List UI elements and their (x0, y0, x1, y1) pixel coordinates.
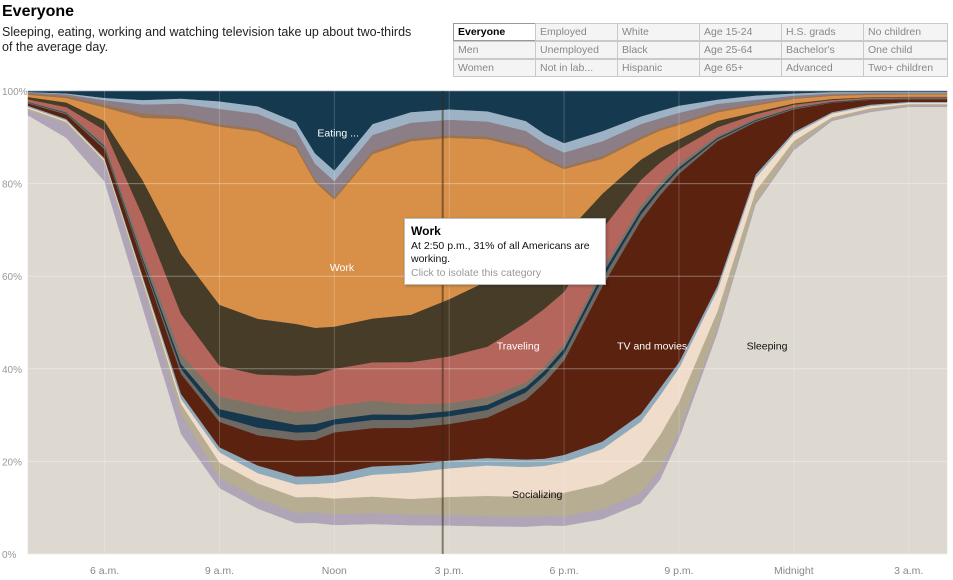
filter-grid: Everyone Employed White Age 15-24 H.S. grads… (453, 23, 948, 78)
y-tick-label: 40% (2, 365, 22, 376)
y-tick-label: 0% (2, 550, 17, 561)
filter-button[interactable]: White (617, 23, 702, 41)
y-tick-label: 80% (2, 180, 22, 191)
x-tick-label: 3 a.m. (894, 565, 923, 577)
stacked-area-chart[interactable]: 0% 20% 40% 60% 80% 100% 6 a.m. 9 a.m. Noon 3 p.m.… (0, 85, 953, 580)
series-label: Traveling (497, 341, 540, 353)
filter-button[interactable]: Black (617, 41, 702, 59)
filter-button[interactable]: Age 65+ (699, 59, 784, 77)
x-tick-label: 6 p.m. (549, 565, 578, 577)
filter-button[interactable]: Not in lab... (535, 59, 620, 77)
page-subtitle: Sleeping, eating, working and watching t… (2, 25, 412, 54)
x-tick-label: 6 a.m. (90, 565, 119, 577)
filter-button[interactable]: Men (453, 41, 538, 59)
filter-button[interactable]: H.S. grads (781, 23, 866, 41)
series-label: Sleeping (747, 341, 788, 353)
series-label: TV and movies (617, 341, 687, 353)
area-eating[interactable] (27, 90, 948, 171)
filter-button[interactable]: One child (863, 41, 948, 59)
y-tick-label: 20% (2, 457, 22, 468)
x-tick-label: 3 p.m. (435, 565, 464, 577)
filter-button[interactable]: Age 25-64 (699, 41, 784, 59)
filter-button[interactable]: Women (453, 59, 538, 77)
series-label: Work (330, 262, 355, 274)
filter-button[interactable]: Employed (535, 23, 620, 41)
tooltip-text: At 2:50 p.m., 31% of all Americans are w… (411, 240, 590, 265)
filter-button[interactable]: Age 15-24 (699, 23, 784, 41)
tooltip-hint: Click to isolate this category (411, 267, 542, 279)
filter-button[interactable]: No children (863, 23, 948, 41)
x-tick-label: 9 a.m. (205, 565, 234, 577)
filter-button[interactable]: Advanced (781, 59, 866, 77)
x-tick-label: Noon (322, 565, 347, 577)
y-tick-label: 100% (2, 87, 28, 98)
x-tick-label: 9 p.m. (664, 565, 693, 577)
filter-button[interactable]: Hispanic (617, 59, 702, 77)
tooltip[interactable]: Work At 2:50 p.m., 31% of all Americans … (404, 218, 606, 285)
x-tick-label: Midnight (774, 565, 814, 577)
filter-button[interactable]: Bachelor's (781, 41, 866, 59)
series-label: Eating ... (317, 128, 358, 140)
y-tick-label: 60% (2, 272, 22, 283)
page-title: Everyone (2, 3, 75, 20)
filter-button[interactable]: Two+ children (863, 59, 948, 77)
filter-button[interactable]: Everyone (453, 23, 538, 41)
filter-button[interactable]: Unemployed (535, 41, 620, 59)
tooltip-title: Work (411, 224, 441, 238)
series-label: Socializing (512, 489, 562, 501)
